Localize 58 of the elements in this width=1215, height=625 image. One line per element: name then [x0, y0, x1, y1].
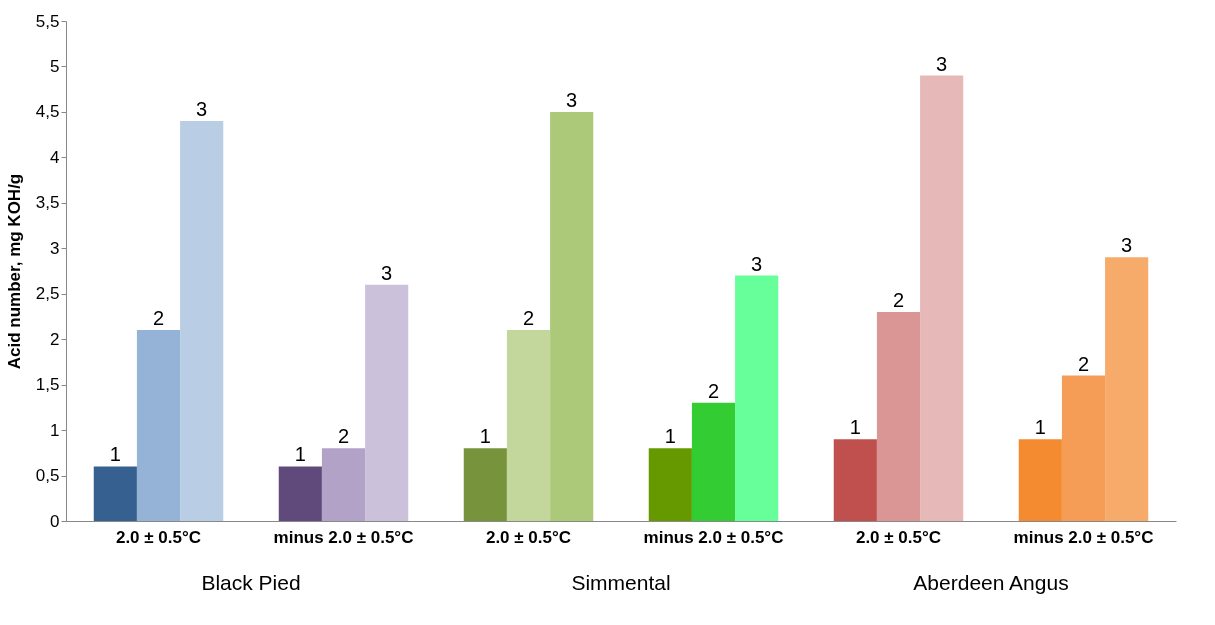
text: 1	[1034, 416, 1046, 439]
bar	[136, 330, 181, 521]
y-tick-label: 5,5	[35, 11, 60, 31]
text: 3	[936, 52, 948, 75]
y-tick-label: 4,5	[35, 102, 60, 122]
text: 2	[892, 288, 905, 311]
text: 2	[1077, 352, 1090, 375]
bar	[648, 448, 692, 521]
text: 1	[664, 425, 676, 448]
text: 3	[1121, 234, 1133, 257]
bar	[876, 311, 921, 521]
y-tick-label: 2,5	[35, 284, 60, 304]
y-tick-label: 3,5	[35, 193, 60, 213]
bar	[506, 330, 551, 521]
text: 2	[522, 307, 535, 330]
text: 3	[381, 261, 393, 284]
y-tick-label: 4	[50, 147, 60, 167]
y-tick-label: 5	[50, 56, 60, 76]
y-tick-label: 1	[50, 420, 60, 440]
bar	[1018, 439, 1062, 521]
x-tick-label: 2.0 ± 0.5°C	[855, 527, 942, 547]
text: 1	[849, 416, 861, 439]
text: 2	[707, 379, 720, 402]
bar	[463, 448, 507, 521]
x-tick-label: minus 2.0 ± 0.5°C	[643, 527, 784, 547]
bar	[550, 111, 594, 521]
text: 1	[294, 443, 306, 466]
text: 1	[479, 425, 491, 448]
bar	[1061, 375, 1106, 521]
bar	[278, 466, 322, 521]
series-label: 3	[196, 98, 208, 120]
x-tick-label: 2.0 ± 0.5°C	[485, 527, 572, 547]
y-tick-label: 1,5	[35, 375, 60, 395]
bar	[93, 466, 137, 521]
text: 2	[337, 425, 350, 448]
bar	[1105, 257, 1149, 521]
x-tick-label: minus 2.0 ± 0.5°C	[1013, 527, 1154, 547]
text: 3	[566, 88, 578, 111]
text: Black Pied	[201, 571, 301, 594]
bar	[180, 121, 224, 521]
text: 3	[751, 252, 763, 275]
y-tick-label: 2	[50, 329, 60, 349]
text: Simmental	[571, 571, 671, 594]
bar	[920, 75, 964, 521]
x-tick-label: 2.0 ± 0.5°C	[115, 527, 202, 547]
bar	[321, 448, 366, 521]
x-tick-label: minus 2.0 ± 0.5°C	[273, 527, 414, 547]
text: Aberdeen Angus	[913, 571, 1069, 594]
y-axis-title: Acid number, mg KOH/g	[4, 173, 24, 370]
y-tick-label: 0	[50, 511, 60, 531]
bar	[833, 439, 877, 521]
series-label: 1	[109, 443, 121, 466]
y-tick-label: 0,5	[35, 466, 60, 486]
bar	[365, 284, 409, 521]
y-tick-label: 3	[50, 238, 60, 258]
series-label: 2	[152, 307, 165, 330]
bar	[735, 275, 779, 521]
bar	[691, 402, 736, 521]
